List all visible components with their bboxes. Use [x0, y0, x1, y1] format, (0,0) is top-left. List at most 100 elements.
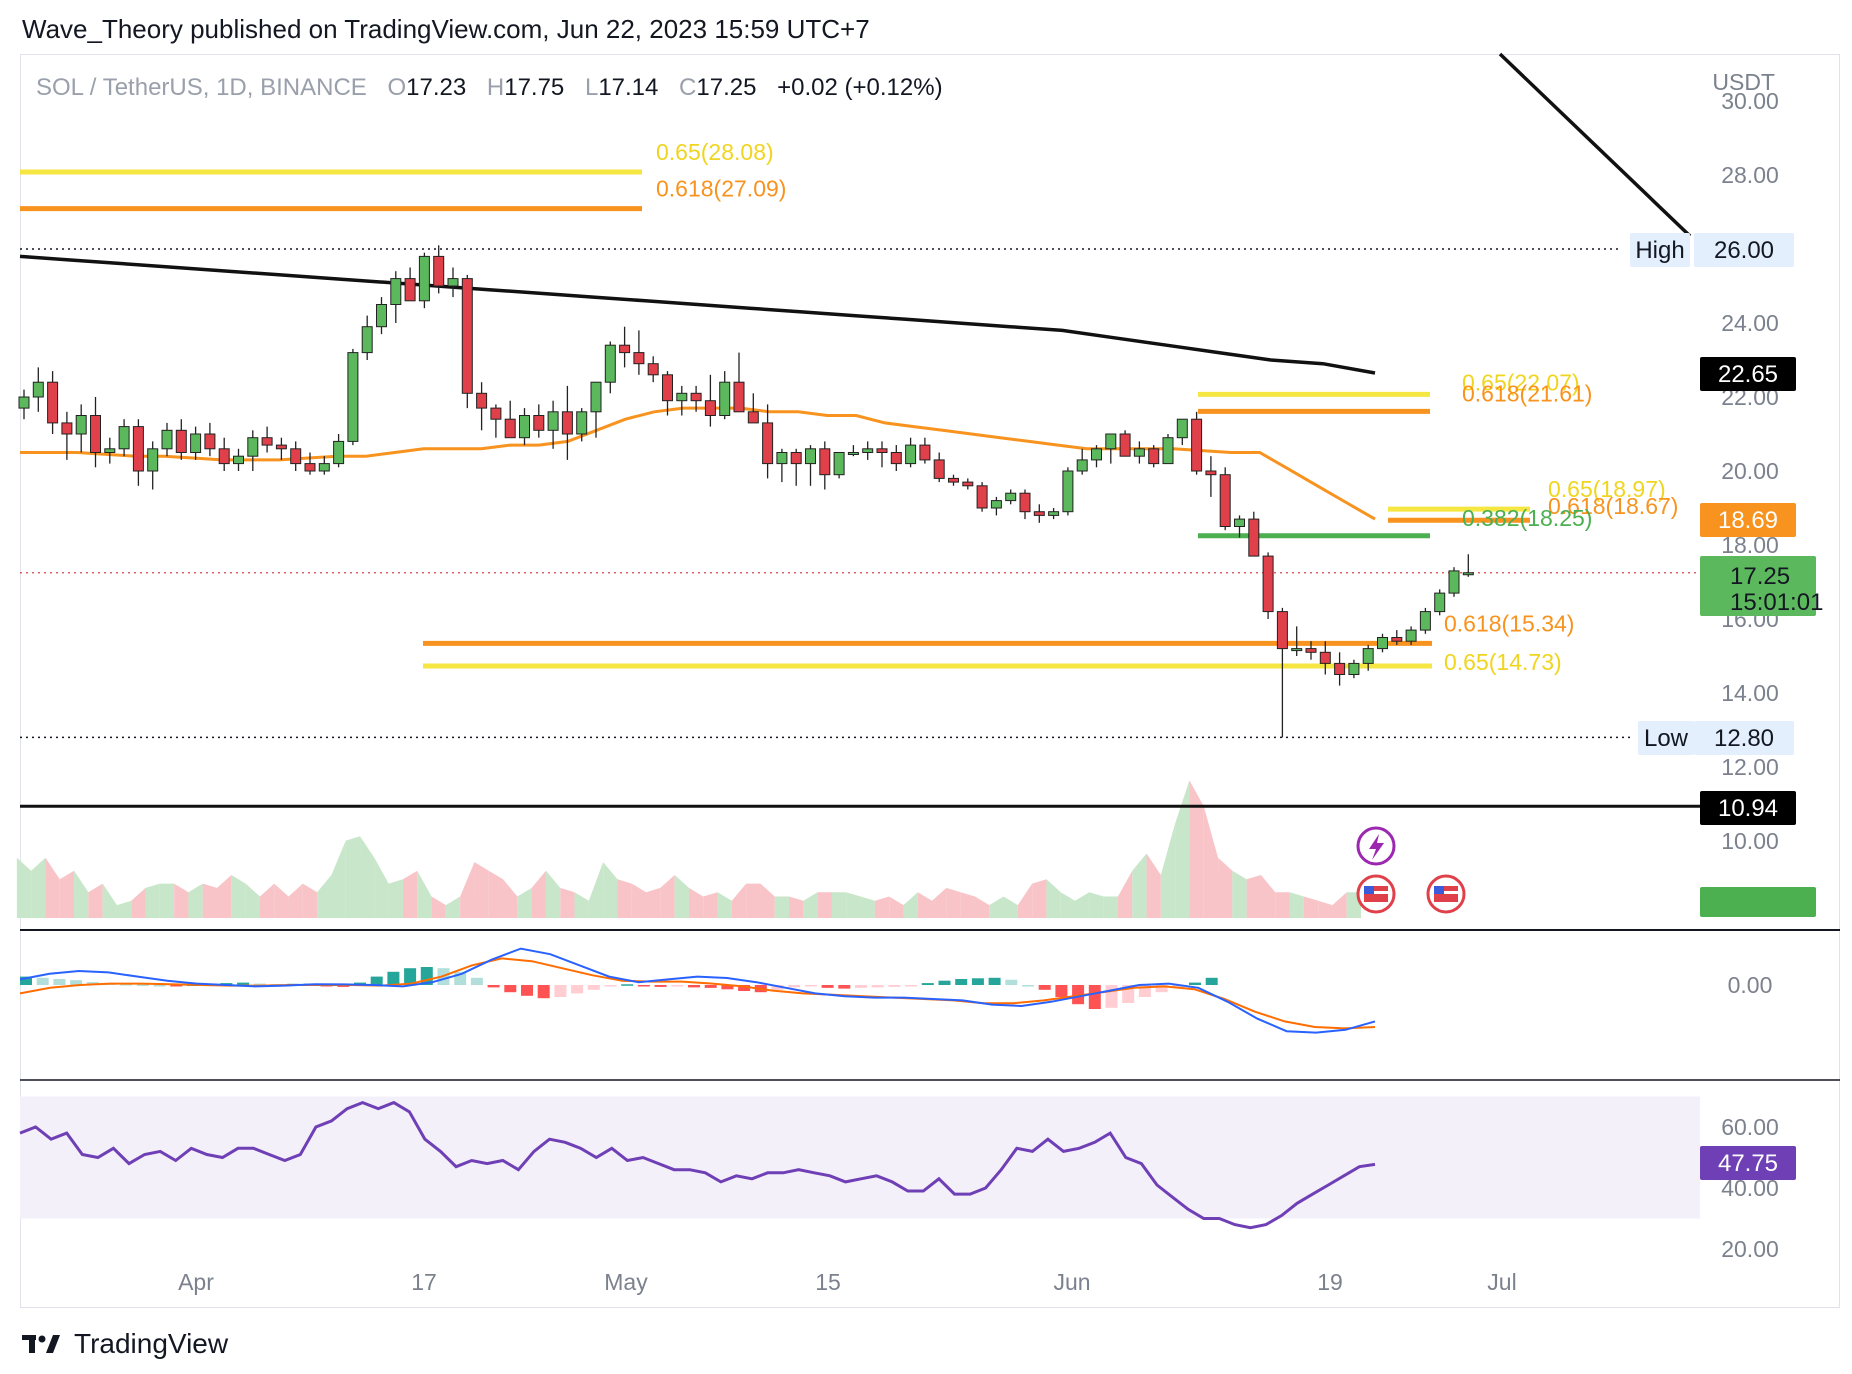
candle-body [504, 418, 516, 439]
candle-body [1234, 518, 1245, 527]
volume-area-segment [846, 892, 861, 918]
volume-area-segment [288, 883, 303, 918]
macd-histogram-bar [237, 982, 250, 985]
candle-body [75, 415, 87, 435]
macd-histogram-bar [788, 985, 801, 988]
candle-body [862, 448, 874, 453]
volume-area-segment [402, 870, 418, 918]
tradingview-brand: TradingView [74, 1328, 229, 1359]
candle-body [376, 304, 387, 328]
rsi-band [20, 1096, 1700, 1219]
volume-area-segment [1246, 875, 1261, 918]
candle-body [633, 352, 645, 365]
candle-body [476, 392, 488, 409]
high-value-tag-bg [1694, 233, 1794, 267]
macd-histogram-bar [971, 978, 984, 985]
candle-body [1019, 492, 1031, 513]
lightning-event-icon[interactable] [1356, 826, 1396, 866]
us-event-flag-icon[interactable] [1356, 874, 1396, 914]
low-value-tag: 12.80 [1714, 725, 1774, 752]
fib-level-label: 0.65(14.73) [1444, 649, 1562, 675]
candle-body [1405, 629, 1417, 642]
candle-body [1348, 662, 1360, 676]
macd-histogram-bar [1105, 985, 1118, 1008]
fib-level-label: 0.382(18.25) [1462, 505, 1592, 531]
macd-histogram-bar [1205, 977, 1218, 985]
candle-body [519, 415, 530, 439]
candle-body [1033, 511, 1045, 516]
candle-body [190, 433, 202, 453]
candle-body [318, 463, 330, 472]
macd-histogram-bar [804, 985, 817, 987]
x-axis-tick: May [604, 1269, 648, 1295]
candle-body [1091, 448, 1102, 461]
candle-body [762, 422, 774, 465]
candle-body [662, 374, 673, 402]
low-value: 17.14 [598, 74, 659, 101]
macd-histogram-bar [905, 985, 918, 987]
low-tag: Low [1644, 725, 1689, 752]
volume-area-segment [217, 875, 232, 918]
macd-axis-tick: 0.00 [1728, 972, 1773, 998]
macd-histogram-bar [938, 980, 951, 985]
symbol-legend: SOL / TetherUS, 1D, BINANCE O17.23 H17.7… [36, 74, 943, 102]
macd-histogram-bar [688, 985, 700, 988]
candle-body [962, 481, 974, 487]
volume-area-segment [588, 862, 604, 918]
macd-histogram-bar [571, 985, 584, 994]
us-event-flag-icon[interactable] [1426, 874, 1466, 914]
candle-body [1276, 611, 1288, 650]
volume-area-segment [31, 857, 46, 918]
x-axis-tick: Jun [1053, 1269, 1090, 1295]
volume-area-segment [603, 862, 618, 918]
candle-body [647, 363, 659, 376]
macd-histogram-bar [1005, 979, 1018, 985]
macd-histogram-bar [621, 984, 634, 986]
rsi-value-tag: 47.75 [1718, 1150, 1778, 1177]
ema50-price-tag: 18.69 [1718, 507, 1778, 534]
candle-body [547, 411, 559, 431]
volume-area-segment [302, 883, 318, 918]
y-axis-tick: 20.00 [1721, 458, 1779, 484]
support-price-tag: 10.94 [1718, 795, 1778, 822]
tradingview-footer[interactable]: TradingView [22, 1328, 228, 1360]
macd-histogram-bar [1022, 985, 1034, 987]
macd-histogram-bar [1189, 982, 1201, 985]
macd-histogram-bar [1055, 985, 1068, 997]
macd-histogram-bar [921, 983, 934, 985]
x-axis-tick: Apr [178, 1269, 214, 1295]
macd-histogram-bar [487, 985, 500, 988]
ema200-price-tag: 22.65 [1718, 361, 1778, 388]
flag-stripe [1434, 891, 1458, 894]
macd-histogram-bar [153, 985, 166, 987]
candle-body [590, 381, 602, 413]
candle-body [790, 452, 802, 465]
flag-canton [1364, 886, 1374, 894]
candle-body [933, 459, 945, 479]
volume-area-segment [374, 857, 389, 918]
candle-body [18, 396, 30, 409]
chart-frame [20, 54, 1840, 1308]
macd-histogram-bar [871, 985, 884, 988]
macd-histogram-bar [170, 985, 183, 987]
candle-body [1377, 637, 1388, 650]
volume-area-segment [145, 883, 160, 918]
volume-area-segment [831, 892, 847, 918]
countdown-value: 15:01:01 [1730, 589, 1823, 616]
symbol-name[interactable]: SOL / TetherUS, 1D, BINANCE [36, 74, 367, 101]
volume-area-segment [474, 862, 489, 918]
rsi-line [19, 1100, 1376, 1230]
y-axis-tick: 30.00 [1721, 88, 1779, 114]
close-label: C [679, 74, 697, 101]
candle-body [1319, 651, 1331, 664]
candle-body [261, 437, 273, 446]
candle-body [805, 448, 816, 465]
candle-body [1248, 518, 1260, 557]
candle-body [447, 278, 459, 287]
candle-body [147, 448, 159, 472]
volume-area-segment [131, 887, 146, 918]
candle-body [61, 422, 73, 435]
candle-body [1162, 437, 1174, 465]
candle-body [976, 485, 988, 509]
